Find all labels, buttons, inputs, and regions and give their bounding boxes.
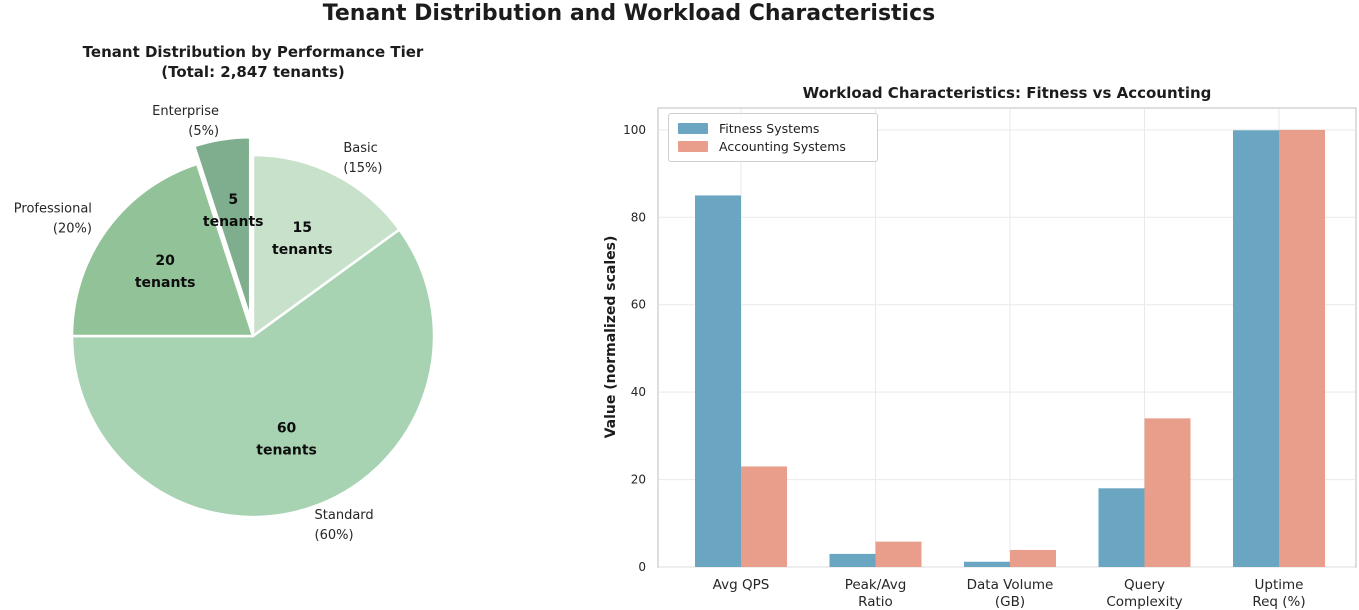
pie-label-standard: Standard (60%) — [315, 508, 374, 543]
x-tick-label-2: Peak/Avg Ratio — [845, 577, 907, 610]
bar-accounting-systems-3 — [1010, 549, 1056, 567]
bar-accounting-systems-4 — [1144, 418, 1191, 567]
pie-slice-standard — [70, 228, 436, 519]
legend-swatch-fitness — [678, 123, 708, 134]
x-tick-label-3: Data Volume (GB) — [967, 577, 1054, 610]
pie-label-enterprise: Enterprise (5%) — [152, 104, 219, 139]
bar-chart-title: Workload Characteristics: Fitness vs Acc… — [802, 84, 1212, 102]
legend: Fitness Systems Accounting Systems — [668, 113, 878, 162]
pie-label-basic: Basic (15%) — [343, 141, 382, 176]
bar-chart: 0 20 40 60 80 100 Avg QPS Peak/Avg Ratio Data Vol… — [623, 107, 1357, 610]
x-tick-label-5: Uptime Req (%) — [1252, 577, 1305, 610]
bar-fitness-systems-1 — [695, 195, 741, 567]
pie-count-label-basic: 15 tenants — [272, 220, 333, 258]
legend-swatch-accounting — [678, 141, 708, 152]
y-tick-label-0: 0 — [638, 560, 646, 574]
pie-count-label-standard: 60 tenants — [256, 420, 317, 458]
bar-accounting-systems-1 — [741, 466, 787, 567]
pie-slice-basic — [251, 153, 401, 338]
legend-label-fitness: Fitness Systems — [719, 121, 820, 136]
pie-chart-title: Tenant Distribution by Performance Tier … — [82, 43, 424, 81]
bar-fitness-systems-3 — [964, 561, 1010, 567]
bar-accounting-systems-2 — [875, 541, 922, 567]
y-tick-label-40: 40 — [631, 385, 646, 399]
y-tick-label-100: 100 — [623, 123, 646, 137]
pie-slice-enterprise — [193, 135, 252, 320]
y-tick-label-80: 80 — [631, 210, 646, 224]
legend-item-fitness: Fitness Systems — [678, 120, 868, 137]
pie-chart: 15 tenants Basic (15%) 60 tenants Standard (60%… — [14, 104, 436, 543]
bar-fitness-systems-4 — [1098, 488, 1145, 567]
bar-fitness-systems-5 — [1233, 130, 1279, 567]
legend-label-accounting: Accounting Systems — [719, 139, 846, 154]
bar-y-axis-label: Value (normalized scales) — [603, 235, 619, 439]
pie-slice-professional — [70, 162, 255, 338]
figure-title: Tenant Distribution and Workload Charact… — [322, 1, 936, 26]
x-tick-label-1: Avg QPS — [713, 577, 770, 593]
bar-fitness-systems-2 — [829, 553, 876, 567]
y-tick-label-20: 20 — [631, 473, 646, 487]
legend-item-accounting: Accounting Systems — [678, 138, 868, 155]
y-tick-label-60: 60 — [631, 298, 646, 312]
bar-accounting-systems-5 — [1279, 129, 1325, 567]
pie-count-label-professional: 20 tenants — [135, 253, 196, 291]
pie-label-professional: Professional (20%) — [14, 201, 92, 236]
pie-count-label-enterprise: 5 tenants — [203, 192, 264, 230]
x-tick-label-4: Query Complexity — [1106, 577, 1182, 610]
